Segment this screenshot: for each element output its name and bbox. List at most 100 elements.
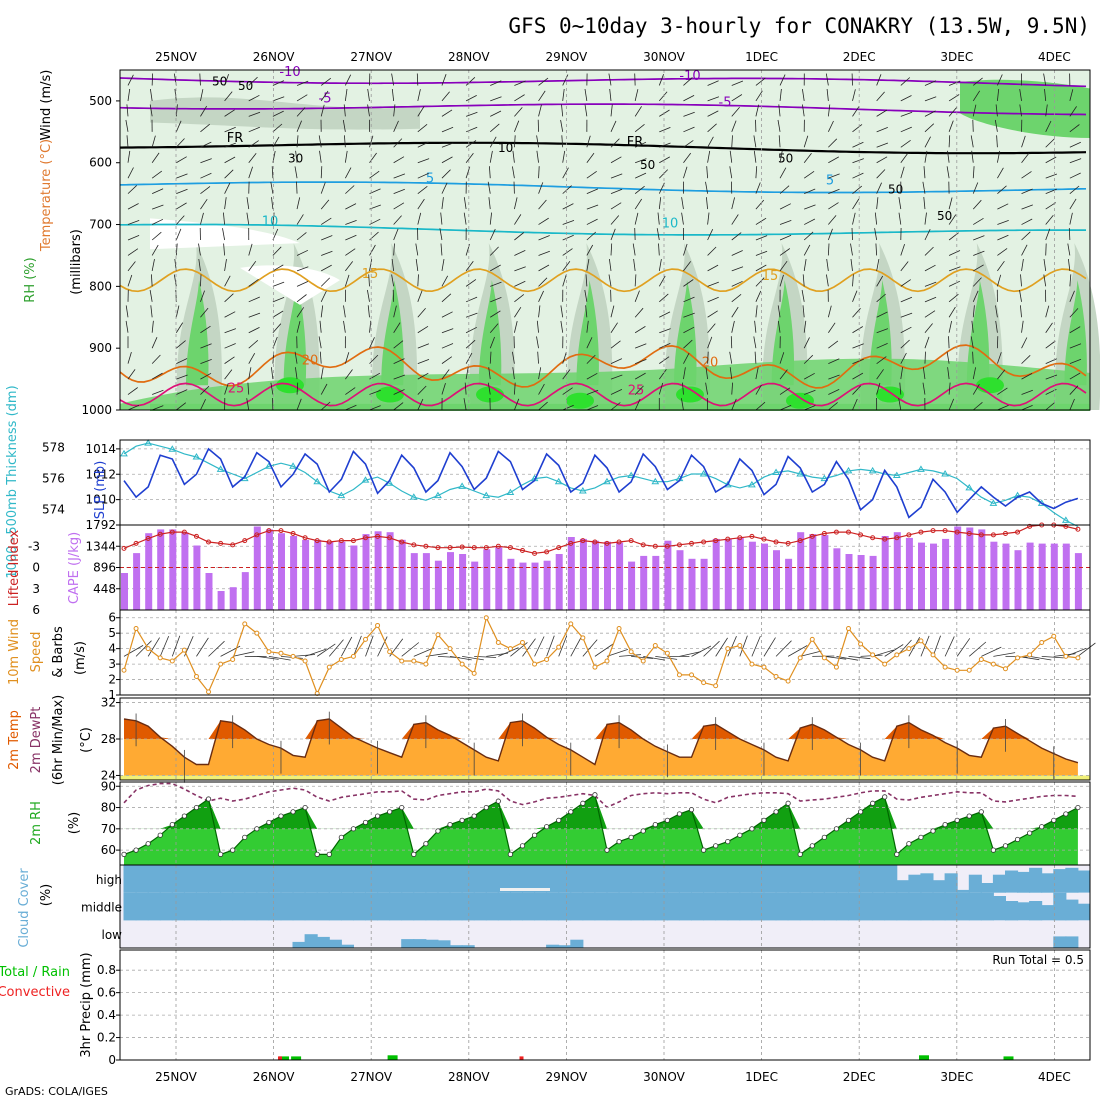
precip-convective-bar <box>278 1056 282 1060</box>
wind-speed-point <box>821 655 827 661</box>
cloud-level-label: high <box>96 873 122 887</box>
wind-barb <box>465 279 477 287</box>
date-label-bottom: 29NOV <box>546 1070 588 1084</box>
wind-barb-10m <box>872 649 894 657</box>
thickness-point <box>989 499 998 506</box>
wind-barb <box>610 402 621 411</box>
cloud-bar-high <box>799 865 813 893</box>
wind-barb <box>586 231 597 241</box>
cape-bar <box>531 562 539 610</box>
wind-barb <box>1068 227 1071 241</box>
wind-barb <box>537 351 539 364</box>
li-point <box>797 538 803 544</box>
wind-barb <box>779 234 792 241</box>
cape-bar <box>398 539 406 610</box>
wind-barb <box>997 248 1008 256</box>
wind-barb <box>417 198 425 210</box>
cloud-bar-middle <box>413 892 427 921</box>
li-point <box>423 543 429 549</box>
rh-region-bright <box>566 392 594 409</box>
wind-barb <box>489 212 492 225</box>
date-label-top: 26NOV <box>253 50 295 64</box>
cloud-bar-high <box>473 865 487 893</box>
wind-barb <box>683 296 695 303</box>
wind-barb <box>707 136 714 148</box>
wind-barb <box>248 153 257 163</box>
cloud-bar-high <box>703 865 717 893</box>
wind-barb <box>125 119 129 132</box>
wind-barb <box>900 126 912 133</box>
wind-barb <box>755 90 763 102</box>
wind-barb <box>586 188 599 195</box>
wind-barb <box>490 110 502 117</box>
rh-region-green <box>283 280 307 386</box>
wind-speed-point <box>230 656 236 662</box>
wind-barb <box>825 73 829 86</box>
wind-barb <box>417 343 430 349</box>
wind-barb <box>852 141 864 148</box>
wind-barb <box>659 293 669 303</box>
li-point <box>181 529 187 535</box>
rh-region-bright <box>786 392 814 409</box>
wind-barb <box>294 351 298 364</box>
wind-barb <box>586 354 596 364</box>
wind-barb <box>152 405 164 411</box>
cloud-bar-middle <box>473 892 487 921</box>
wind-barb <box>318 135 322 148</box>
wind-speed-point <box>423 661 429 667</box>
wind-barb <box>994 119 998 132</box>
wind-barb-10m <box>956 638 971 657</box>
li-point <box>640 542 646 548</box>
wind-barb <box>1043 258 1047 271</box>
wind-barb <box>707 281 719 287</box>
rh2m-point <box>713 843 719 849</box>
thickness-point <box>796 470 805 477</box>
wind-speed-point <box>942 664 948 670</box>
cloud-bar-middle <box>171 892 185 921</box>
wind-barb <box>609 258 612 271</box>
wind-barb <box>659 109 670 117</box>
cloud-bar-middle <box>208 892 222 921</box>
wind-barb <box>948 336 950 349</box>
precip-tick-label: 0.6 <box>97 986 116 1000</box>
ylabel-2m-dewpt: 2m DewPt <box>29 707 44 774</box>
wind-barb <box>924 246 934 256</box>
rh-tick-label: 80 <box>101 801 116 815</box>
wind-barb <box>755 305 758 318</box>
cape-bar <box>700 558 708 610</box>
rh2m-point <box>133 847 139 853</box>
cloud-bar-high <box>401 865 415 893</box>
wind-barb <box>804 372 815 380</box>
rh2m-point <box>821 834 827 840</box>
thickness-point <box>723 480 732 488</box>
rh-contour-label: 50 <box>212 74 227 88</box>
li-point <box>785 540 791 546</box>
wind-barb <box>127 185 137 194</box>
wind-barb-10m <box>401 642 420 657</box>
wind-barb <box>876 382 881 395</box>
wind-barb <box>345 220 357 225</box>
wind-barb <box>706 197 708 210</box>
li-point <box>483 545 489 551</box>
temp2m-line <box>123 718 1079 766</box>
wind-barb <box>707 110 719 117</box>
wind-barb <box>296 181 298 194</box>
wind-barb <box>126 104 129 117</box>
wind-barb <box>755 199 765 210</box>
wind-barb <box>683 312 695 318</box>
wind-barb <box>1021 337 1028 349</box>
wind-barb <box>127 404 140 411</box>
cape-bar <box>857 555 865 610</box>
isotherm-label: 10 <box>662 217 679 232</box>
wind-barb <box>538 401 548 411</box>
wind-barb <box>367 305 370 318</box>
wind-barb <box>779 387 791 395</box>
wind-barb <box>852 198 860 210</box>
wind-barb <box>562 185 572 194</box>
wind-barb <box>489 166 491 179</box>
wind-barb <box>369 337 375 349</box>
cloud-bar-low <box>401 939 415 948</box>
precip-convective-bar <box>519 1056 524 1060</box>
wind-speed-point <box>906 646 912 652</box>
